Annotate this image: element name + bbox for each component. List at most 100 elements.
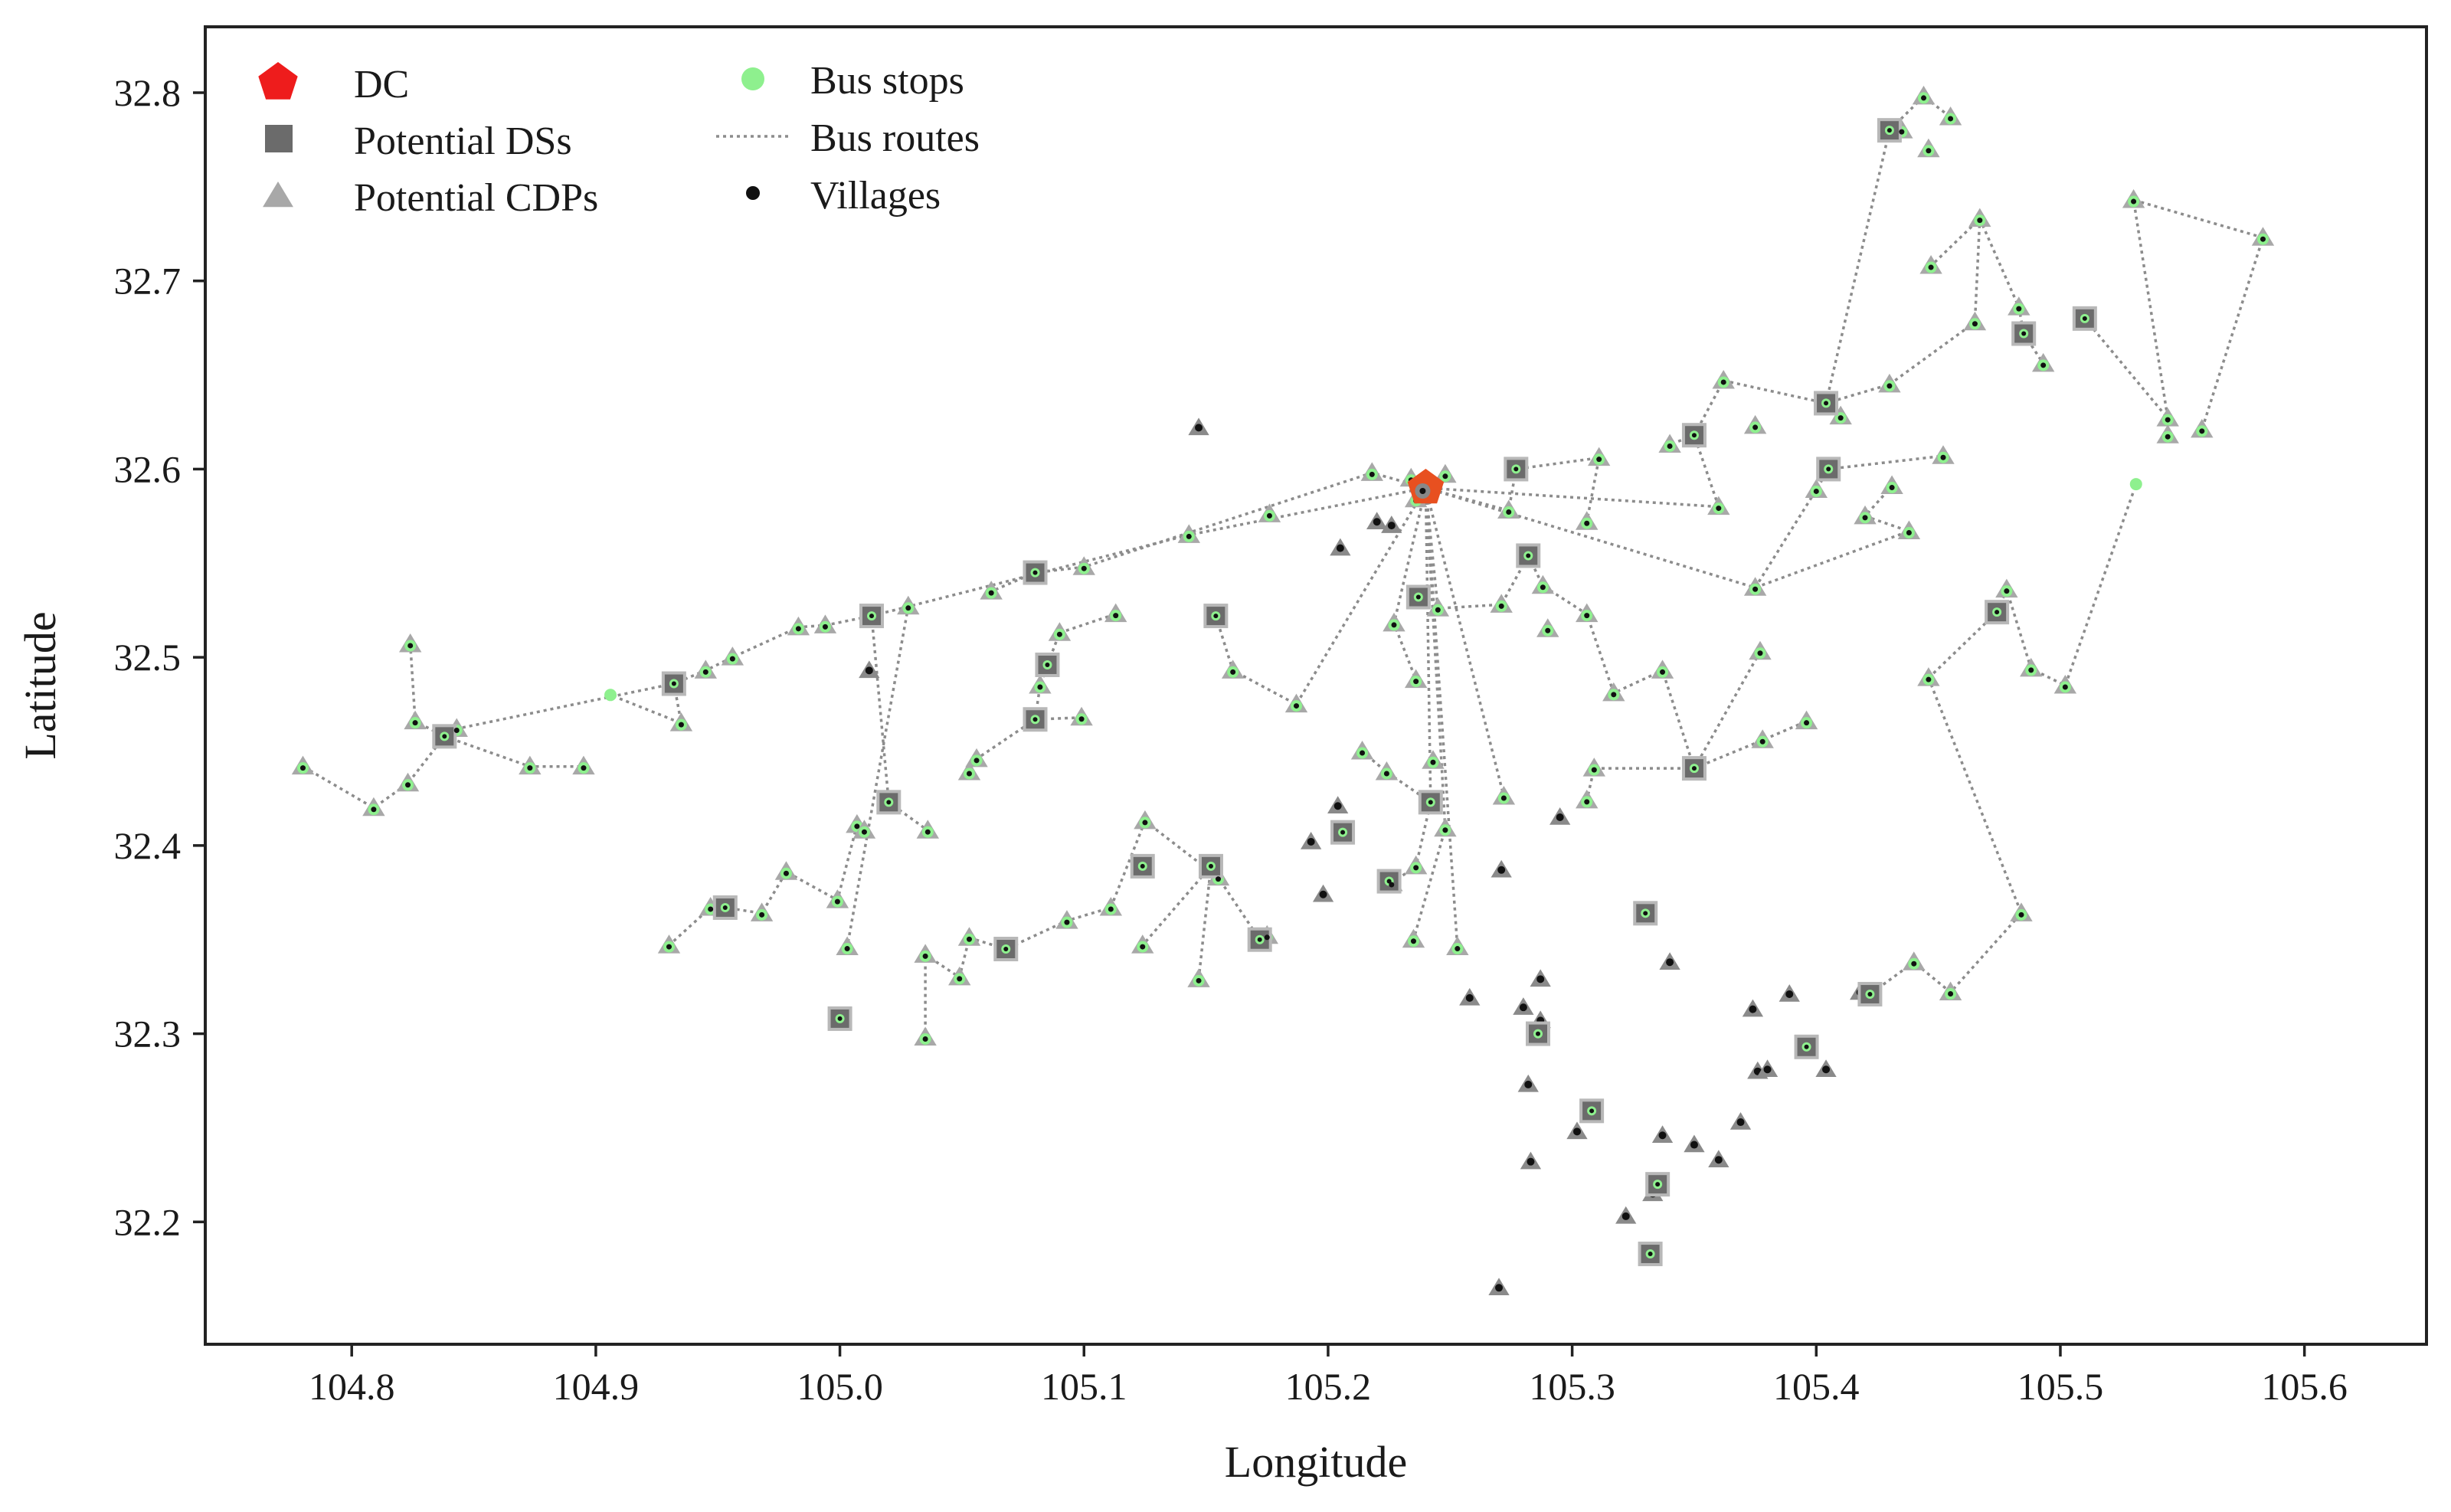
cdp-village-dot-16 — [1837, 415, 1844, 421]
x-tick-label-6: 105.4 — [1773, 1365, 1860, 1408]
cdp-village-dot-10 — [2260, 236, 2266, 242]
cdp-village-dot-12 — [2199, 428, 2205, 434]
cdp-village-dot-73 — [1360, 750, 1366, 756]
bus-route-25 — [1425, 486, 1719, 509]
ds-village-dot-9 — [1213, 614, 1219, 619]
cdp-village-dot-34 — [1186, 533, 1192, 539]
cdp-village-dot-79 — [974, 758, 980, 764]
cdp-village-dot-24 — [1716, 506, 1722, 512]
bus-route-3 — [443, 735, 584, 768]
ds-village-dot-33 — [1648, 1252, 1653, 1257]
cdp-village-dot-67 — [1926, 676, 1932, 682]
cdp-village-dot-19 — [1940, 454, 1946, 460]
legend-cdp-label: Potential CDPs — [354, 176, 598, 220]
village-dot-14 — [1524, 1080, 1533, 1088]
cdp-village-dot-105 — [2018, 911, 2024, 918]
ds-marker-20 — [1130, 853, 1155, 879]
village-dot-19 — [1658, 1131, 1667, 1140]
cdp-village-dot-87 — [783, 870, 789, 876]
bus-route-36 — [1693, 650, 1762, 769]
cdp-village-dot-31 — [1584, 520, 1590, 526]
cdp-village-dot-50 — [412, 720, 418, 726]
cdp-village-dot-22 — [1862, 515, 1868, 521]
legend: DC Potential DSs Potential CDPs Bus stop… — [258, 59, 980, 220]
cdp-village-dot-8 — [2040, 362, 2047, 368]
ds-marker-9 — [1203, 604, 1229, 629]
cdp-village-dot-15 — [1887, 383, 1893, 389]
legend-item-dc: DC — [258, 62, 409, 106]
cdp-village-dot-23 — [1906, 530, 1912, 536]
ds-village-dot-20 — [1140, 863, 1145, 869]
cdp-village-dot-63 — [1660, 669, 1666, 675]
cdp-village-dot-52 — [678, 722, 684, 728]
ds-village-dot-3 — [1691, 433, 1697, 438]
y-axis-ticks: 32.2 32.3 32.4 32.5 32.6 32.7 32.8 — [114, 71, 205, 1243]
village-dot-8 — [1497, 866, 1506, 874]
ds-marker-10 — [1985, 600, 2010, 625]
y-tick-label-6: 32.8 — [114, 71, 182, 114]
ds-marker-33 — [1638, 1242, 1663, 1267]
cdp-village-dot-38 — [1435, 607, 1441, 613]
cdp-village-dot-66 — [1759, 738, 1765, 745]
bus-route-37 — [1693, 720, 1808, 770]
bus-route-23 — [1424, 487, 1664, 695]
legend-route-label: Bus routes — [810, 116, 980, 160]
village-dot-20 — [1666, 958, 1674, 967]
cdp-village-dot-47 — [729, 656, 735, 662]
cdp-village-dot-39 — [988, 590, 994, 596]
dc-layer — [1407, 469, 1445, 504]
cdp-village-dot-68 — [2004, 588, 2010, 594]
cdp-village-dot-27 — [1369, 471, 1375, 477]
legend-dc-label: DC — [354, 63, 409, 106]
cdp-village-dot-21 — [1813, 488, 1819, 494]
cdp-village-dot-103 — [922, 1036, 928, 1042]
y-tick-label-5: 32.7 — [114, 260, 182, 303]
ds-village-dot-16 — [1691, 766, 1697, 771]
ds-village-dot-19 — [1340, 830, 1346, 835]
cdp-village-dot-101 — [1410, 938, 1416, 944]
cdp-village-dot-76 — [1500, 795, 1507, 801]
cdp-village-dot-56 — [371, 807, 377, 813]
bus-route-8 — [1059, 612, 1117, 634]
ds-village-dot-0 — [1887, 128, 1892, 133]
cdp-village-dot-44 — [905, 605, 911, 611]
ds-village-dot-7 — [1032, 570, 1038, 575]
ds-village-dot-32 — [1655, 1182, 1661, 1187]
cdp-village-dot-4 — [1977, 218, 1983, 224]
ds-village-dot-5 — [1513, 466, 1519, 472]
villages-layer — [859, 417, 1871, 1296]
bus-route-15 — [1214, 615, 1297, 706]
ds-village-dot-10 — [1995, 610, 2000, 615]
cdp-village-dot-11 — [2165, 417, 2171, 423]
ds-marker-18 — [1418, 790, 1443, 815]
cdp-village-dot-32 — [1266, 512, 1272, 519]
cdp-village-dot-57 — [405, 782, 411, 788]
cdp-village-dot-78 — [1591, 767, 1597, 773]
ds-village-dot-22 — [1386, 879, 1392, 884]
cdp-village-dot-48 — [702, 669, 708, 675]
village-dot-0 — [1195, 424, 1203, 432]
cdp-village-dot-108 — [1389, 882, 1395, 888]
village-dot-29 — [1495, 1284, 1504, 1292]
x-tick-label-8: 105.6 — [2261, 1365, 2348, 1408]
bus-route-34 — [2083, 198, 2265, 430]
ds-marker-17 — [876, 790, 902, 815]
cdp-village-dot-80 — [966, 771, 972, 777]
ds-marker-13 — [1035, 652, 1060, 677]
cdp-village-dot-41 — [1584, 613, 1590, 619]
cdp-village-dot-70 — [2062, 684, 2068, 690]
legend-cdp-marker — [263, 182, 293, 208]
cdp-village-dot-42 — [1545, 627, 1551, 633]
legend-dc-marker — [258, 62, 298, 100]
village-dot-6 — [1333, 802, 1342, 810]
cdp-village-dot-49 — [407, 643, 414, 649]
cdp-village-dot-90 — [708, 906, 714, 912]
cdp-village-dot-0 — [1899, 129, 1905, 135]
bus-route-38 — [1661, 669, 1696, 769]
ds-village-dot-4 — [1826, 466, 1831, 472]
cdp-village-dot-81 — [924, 829, 931, 835]
ds-marker-7 — [1023, 560, 1048, 585]
ds-marker-6 — [1516, 543, 1541, 568]
cdp-village-dot-2 — [1948, 116, 1954, 122]
